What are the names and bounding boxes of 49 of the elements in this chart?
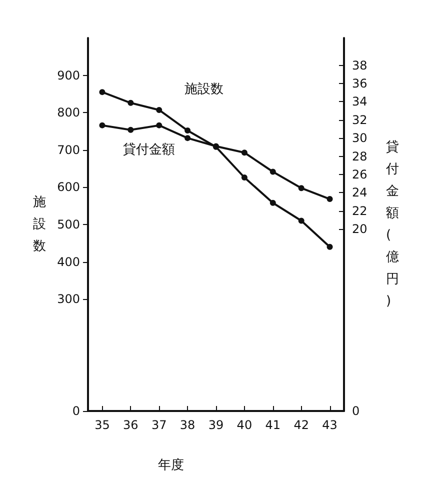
point <box>326 244 333 250</box>
series-label: 施設数 <box>184 82 224 97</box>
y2-tick-label: 38 <box>352 58 368 72</box>
y2-tick-label: 32 <box>352 112 368 127</box>
y2-tick-label: 0 <box>352 404 360 418</box>
y2-tick-label: 36 <box>352 76 368 90</box>
point <box>156 106 162 113</box>
y-tick-label: 300 <box>57 292 80 306</box>
point <box>156 122 162 128</box>
point <box>184 128 191 134</box>
y2-tick-label: 22 <box>352 204 368 218</box>
y-tick-label: 600 <box>57 180 80 194</box>
series-label: 貸付金額 <box>123 142 176 158</box>
point <box>99 122 106 128</box>
y-axis-title: 施設数 <box>33 195 46 254</box>
y2-tick-label: 26 <box>352 167 368 182</box>
y-tick-label: 900 <box>57 68 80 82</box>
x-tick-label: 39 <box>208 418 224 432</box>
y2-tick-label: 20 <box>352 222 368 236</box>
y2-tick-label: 34 <box>352 94 368 109</box>
y2-tick-label: 30 <box>352 131 368 146</box>
x-tick-label: 36 <box>123 418 138 432</box>
x-tick-label: 40 <box>236 418 252 432</box>
x-tick-label: 37 <box>151 418 167 432</box>
point <box>298 185 304 192</box>
y-tick-label: 400 <box>57 254 80 269</box>
y-tick-label: 700 <box>57 142 80 157</box>
point <box>326 196 333 202</box>
point <box>128 126 134 133</box>
point <box>241 174 248 180</box>
x-tick-label: 35 <box>94 418 110 432</box>
point <box>99 89 106 96</box>
x-axis-title: 年度 <box>158 457 184 473</box>
x-tick-label: 42 <box>294 418 309 432</box>
y-tick-label: 800 <box>57 106 80 120</box>
x-tick-label: 41 <box>265 418 281 432</box>
y2-tick-label: 24 <box>352 186 368 200</box>
point <box>241 150 248 156</box>
point <box>128 100 134 106</box>
point <box>270 168 276 175</box>
y-tick-label: 0 <box>72 404 80 418</box>
point <box>270 200 276 206</box>
point <box>184 135 191 142</box>
x-tick-label: 43 <box>322 418 338 432</box>
y2-tick-label: 28 <box>352 149 368 164</box>
x-tick-label: 38 <box>180 418 196 432</box>
point <box>298 218 304 224</box>
y2-axis-title: 貸付金額(億円) <box>385 140 399 309</box>
y-tick-label: 500 <box>57 218 80 232</box>
